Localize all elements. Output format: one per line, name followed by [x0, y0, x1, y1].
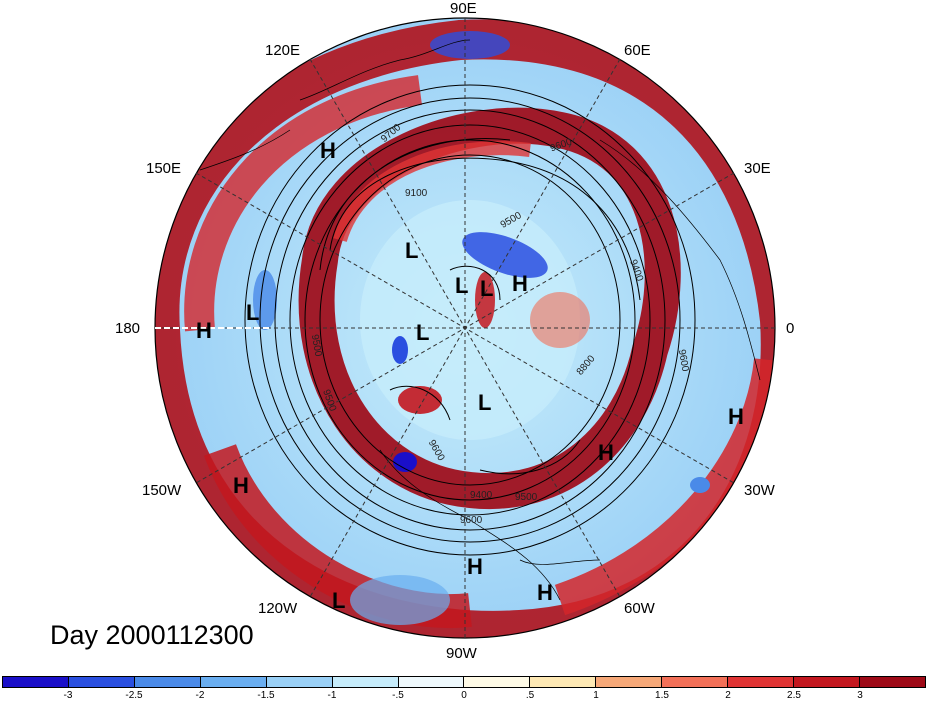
colorbar-tick-label: -3	[63, 690, 73, 701]
lon-label-30e: 30E	[744, 160, 771, 177]
colorbar-tick-label: 1.5	[655, 690, 669, 701]
lon-label-90w: 90W	[446, 645, 477, 662]
lon-label-120e: 120E	[265, 42, 301, 59]
lon-label-60w: 60W	[624, 600, 655, 617]
pressure-center-0: H	[320, 138, 336, 163]
colorbar-tick-label: 3	[857, 690, 863, 701]
colorbar-segment	[266, 677, 333, 687]
colorbar-segment	[68, 677, 135, 687]
colorbar-tick-label: -.5	[392, 690, 404, 701]
lon-label-60e: 60E	[624, 42, 651, 59]
colorbar-tick-label: -1	[327, 690, 337, 701]
colorbar-segment	[859, 677, 925, 687]
pressure-center-12: H	[467, 554, 483, 579]
contour-label: 9500	[515, 492, 538, 503]
colorbar-tick-label: -1.5	[257, 690, 275, 701]
colorbar-tick-label: 0	[461, 690, 467, 701]
pressure-center-11: H	[233, 473, 249, 498]
colorbar-segment	[596, 677, 663, 687]
pressure-center-7: L	[416, 320, 430, 345]
colorbar-segment	[464, 677, 531, 687]
pressure-center-2: L	[455, 273, 469, 298]
colorbar-segment	[398, 677, 465, 687]
lon-label-30w: 30W	[744, 482, 775, 499]
pressure-center-8: L	[478, 390, 492, 415]
colorbar-tick-label: -2	[195, 690, 205, 701]
colorbar-segment	[794, 677, 860, 687]
colorbar-segment	[728, 677, 795, 687]
colorbar-tick-label: -2.5	[125, 690, 143, 701]
pressure-center-1: L	[405, 238, 419, 263]
lon-label-150e: 150E	[146, 160, 182, 177]
colorbar-tick-label: 1	[593, 690, 599, 701]
colorbar	[2, 676, 926, 688]
lon-label-150w: 150W	[142, 482, 182, 499]
colorbar-segment	[530, 677, 597, 687]
lon-label-90e: 90E	[450, 0, 477, 17]
pressure-center-4: H	[512, 271, 528, 296]
contour-label: 9600	[460, 515, 483, 526]
colorbar-segment	[3, 677, 69, 687]
pressure-center-14: L	[332, 588, 346, 613]
pressure-center-10: H	[598, 440, 614, 465]
pressure-center-9: H	[728, 404, 744, 429]
lon-label-0: 0	[786, 320, 795, 337]
colorbar-ticks: -3 -2.5 -2 -1.5 -1 -.5 0 .5 1 1.5 2 2.5 3	[2, 690, 926, 702]
lon-label-180: 180	[115, 320, 141, 337]
pressure-center-3: L	[480, 276, 494, 301]
plot-title: Day 2000112300	[50, 620, 254, 650]
colorbar-segment	[662, 677, 729, 687]
contour-label: 9100	[405, 188, 428, 199]
pressure-center-5: L	[246, 300, 260, 325]
pressure-center-6: H	[196, 318, 212, 343]
colorbar-segment	[200, 677, 267, 687]
contour-label: 9400	[470, 490, 493, 501]
lon-label-120w: 120W	[258, 600, 298, 617]
colorbar-tick-label: 2.5	[787, 690, 801, 701]
pressure-center-13: H	[537, 580, 553, 605]
colorbar-tick-label: 2	[725, 690, 731, 701]
colorbar-tick-label: .5	[525, 690, 535, 701]
colorbar-segment	[134, 677, 201, 687]
colorbar-segment	[332, 677, 399, 687]
